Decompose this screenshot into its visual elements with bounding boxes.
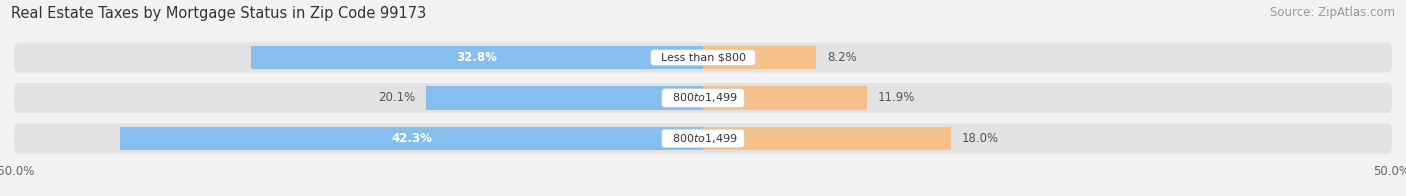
Text: Less than $800: Less than $800	[654, 53, 752, 63]
Bar	[14, 78, 1392, 118]
Bar	[252, 46, 703, 69]
Text: 8.2%: 8.2%	[827, 51, 856, 64]
Bar	[120, 127, 703, 150]
Text: $800 to $1,499: $800 to $1,499	[665, 92, 741, 104]
Text: 18.0%: 18.0%	[962, 132, 1000, 145]
Bar	[703, 127, 950, 150]
Text: $800 to $1,499: $800 to $1,499	[665, 132, 741, 145]
FancyBboxPatch shape	[14, 43, 1392, 73]
FancyBboxPatch shape	[14, 83, 1392, 113]
Text: 11.9%: 11.9%	[877, 92, 915, 104]
Bar	[14, 118, 1392, 159]
Text: 42.3%: 42.3%	[391, 132, 432, 145]
Text: 32.8%: 32.8%	[457, 51, 498, 64]
Bar	[426, 86, 703, 110]
Bar	[14, 37, 1392, 78]
Bar	[703, 86, 868, 110]
Text: Real Estate Taxes by Mortgage Status in Zip Code 99173: Real Estate Taxes by Mortgage Status in …	[11, 6, 426, 21]
Text: 20.1%: 20.1%	[378, 92, 415, 104]
Bar	[703, 46, 815, 69]
FancyBboxPatch shape	[14, 123, 1392, 153]
Text: Source: ZipAtlas.com: Source: ZipAtlas.com	[1270, 6, 1395, 19]
